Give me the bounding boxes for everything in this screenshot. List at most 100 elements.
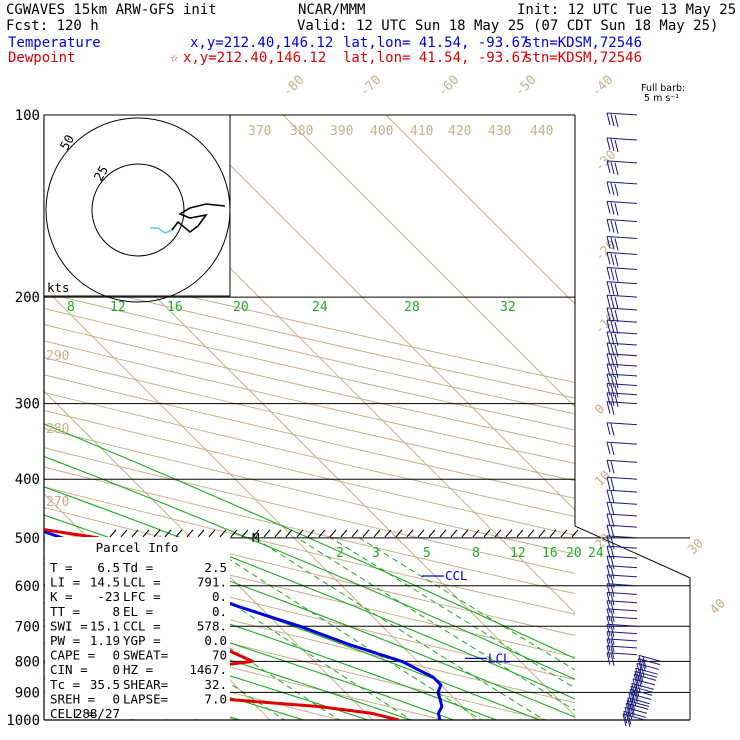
- barb-flag: [606, 236, 611, 249]
- parcel-info-cell: K =: [50, 589, 73, 604]
- parcel-info-cell: CAPE =: [50, 648, 95, 663]
- barb-flag: [610, 393, 615, 406]
- hatch-mark: [296, 529, 304, 538]
- barb-flag: [642, 656, 647, 669]
- theta-label: 440: [530, 124, 553, 139]
- wind-barb: [637, 658, 661, 672]
- parcel-info-cell: LAPSE=: [123, 691, 168, 706]
- wind-barb: [606, 401, 638, 415]
- mixing-ratio-label: 8: [472, 546, 480, 561]
- barb-legend-line2: 5 m s⁻¹: [644, 93, 680, 104]
- parcel-info-cell: T =: [50, 560, 73, 575]
- barb-staff: [606, 535, 638, 539]
- wind-barb: [606, 235, 638, 251]
- hatch-mark: [549, 529, 557, 538]
- barb-flag: [610, 601, 615, 614]
- temperature-legend: Temperature: [8, 35, 101, 51]
- barb-flag: [606, 442, 611, 455]
- barb-flag: [610, 282, 615, 295]
- barb-flag: [610, 202, 615, 215]
- wind-barb: [606, 591, 638, 606]
- wind-barb: [606, 600, 638, 614]
- parcel-info-cell: Tc =: [50, 677, 80, 692]
- barb-flag: [610, 443, 615, 456]
- mixing-ratio-label: 20: [566, 546, 582, 561]
- hatch-mark: [252, 529, 260, 538]
- dry-adiabat: [44, 595, 549, 720]
- wind-barb: [606, 112, 638, 128]
- wind-barb: [606, 555, 638, 570]
- isotherm-label: 30: [685, 536, 707, 558]
- barb-flag: [610, 161, 615, 175]
- parcel-info-cell: HZ =: [123, 662, 153, 677]
- wind-barb: [606, 565, 638, 579]
- parcel-info-cell: 70: [212, 648, 227, 663]
- wind-barb: [606, 459, 638, 474]
- hodograph: 50 25 kts: [43, 114, 231, 303]
- barb-staff: [606, 476, 638, 480]
- barb-flag: [610, 503, 615, 516]
- barb-flag: [606, 181, 611, 195]
- mixing-ratio-label: 2: [336, 546, 344, 561]
- hatch-mark: [329, 529, 337, 538]
- pressure-tick-label: 900: [15, 685, 40, 701]
- wind-barb: [606, 200, 638, 216]
- parcel-info-cell: 288/27: [75, 706, 120, 721]
- parcel-info-cell: 0: [112, 691, 120, 706]
- barb-flag: [606, 592, 611, 605]
- barb-staff: [606, 591, 638, 595]
- barb-flag: [610, 490, 615, 504]
- parcel-info-cell: 8: [112, 604, 120, 619]
- wind-barb: [606, 383, 638, 398]
- hodograph-ring-label: 50: [57, 132, 78, 153]
- barb-flag: [633, 674, 638, 687]
- barb-staff: [606, 235, 638, 239]
- barb-staff: [606, 545, 638, 549]
- wind-barb: [606, 608, 638, 622]
- theta-label: 380: [290, 124, 313, 139]
- parcel-info-cell: Td =: [123, 560, 153, 575]
- barb-flag: [622, 713, 627, 727]
- parcel-info-cell: 6.5: [97, 560, 120, 575]
- isotherm: [385, 115, 575, 305]
- parcel-info-background: [45, 537, 230, 719]
- barb-flag: [635, 668, 640, 681]
- barb-flag: [606, 645, 611, 659]
- wind-barb: [606, 652, 638, 666]
- barb-flag: [606, 201, 611, 214]
- barb-flag: [626, 700, 631, 713]
- moist-adiabat: [44, 455, 575, 680]
- isotherm-label: -80: [280, 73, 307, 100]
- barb-flag: [634, 671, 639, 684]
- dewpoint-xy: x,y=212.40,146.12: [183, 50, 327, 66]
- mixing-ratio-label: 3: [372, 546, 380, 561]
- mixing-ratio-label: 24: [312, 300, 328, 315]
- hatch-mark: [307, 529, 315, 538]
- temperature-xy: x,y=212.40,146.12: [190, 35, 334, 51]
- mixing-ratio-line: [196, 537, 483, 720]
- isotherm-label: -50: [512, 73, 539, 100]
- barb-flag: [610, 625, 615, 638]
- barb-flag: [606, 373, 611, 387]
- barb-flag: [606, 353, 611, 366]
- hodograph-ring-outer: [45, 117, 231, 303]
- barb-flag: [610, 547, 615, 560]
- parcel-info-title: Parcel Info: [96, 540, 179, 555]
- barb-flag: [614, 322, 619, 335]
- barb-flag: [610, 308, 615, 322]
- parcel-info-cell: 0.0: [204, 633, 227, 648]
- parcel-info-cell: PW =: [50, 633, 80, 648]
- pressure-ticks: 100 200 300 400 500 600 700 800 900 1000: [6, 108, 40, 729]
- barb-flag: [610, 478, 615, 491]
- dry-adiabat: [44, 261, 575, 384]
- wind-barb: [606, 219, 638, 234]
- barb-flag: [637, 675, 642, 688]
- barb-staff: [606, 583, 638, 587]
- parcel-info-cell: 7.0: [204, 691, 227, 706]
- barb-flag: [638, 655, 643, 668]
- moist-adiabat: [44, 642, 306, 720]
- barb-flag: [610, 384, 615, 397]
- barb-flag: [614, 269, 619, 282]
- barb-staff: [606, 331, 638, 335]
- wind-barb: [606, 638, 638, 653]
